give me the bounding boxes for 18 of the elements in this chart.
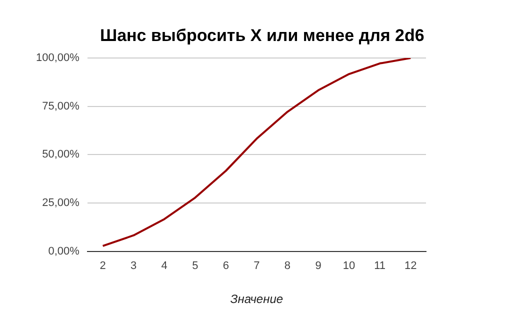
y-tick-label: 75,00% [42,100,80,112]
y-tick-label: 25,00% [42,197,80,210]
y-tick-label: 100,00% [36,52,80,64]
x-tick-label: 6 [222,260,229,272]
x-tick-label: 4 [161,260,168,272]
x-tick-label: 8 [284,260,291,272]
x-tick-label: 7 [254,260,260,272]
x-tick-label: 5 [192,260,198,272]
y-tick-label: 50,00% [42,148,80,161]
x-tick-label: 10 [342,260,356,272]
x-tick-label: 9 [315,260,322,272]
x-tick-label: 11 [374,260,386,272]
x-axis-title: Значение [230,292,284,306]
x-tick-label: 2 [100,260,106,272]
x-tick-label: 12 [404,260,417,272]
x-tick-label: 3 [130,260,137,272]
y-tick-label: 0,00% [48,245,80,258]
chart-title: Шанс выбросить X или менее для 2d6 [100,26,424,46]
